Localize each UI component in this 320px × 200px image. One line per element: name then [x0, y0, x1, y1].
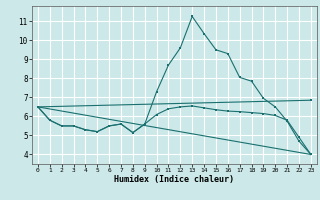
X-axis label: Humidex (Indice chaleur): Humidex (Indice chaleur)	[115, 175, 234, 184]
